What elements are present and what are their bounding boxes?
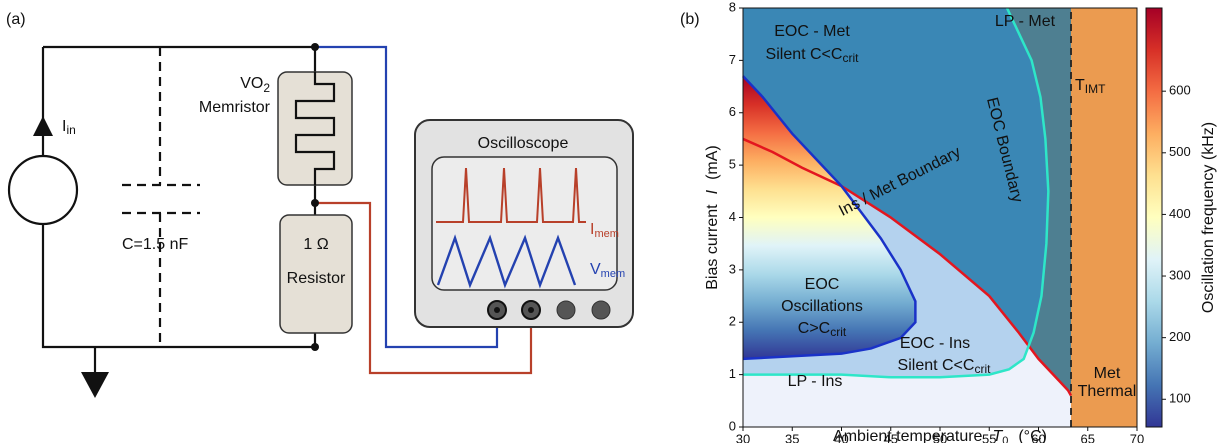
node (311, 43, 319, 51)
y-tick-label: 7 (729, 52, 736, 67)
memristor-label: VO2 (240, 75, 270, 95)
y-tick-label: 1 (729, 366, 736, 381)
resistor-label: Resistor (287, 270, 346, 287)
y-tick-label: 3 (729, 261, 736, 276)
y-tick-label: 2 (729, 314, 736, 329)
annotation: Met (1094, 365, 1121, 382)
y-tick-label: 0 (729, 418, 736, 433)
node (311, 199, 319, 207)
current-arrow (33, 116, 53, 136)
colorbar-label: Oscillation frequency (kHz) (1200, 122, 1217, 313)
capacitor-label: C=1.5 nF (122, 236, 188, 253)
colorbar-tick-label: 100 (1169, 391, 1191, 406)
wire (43, 47, 315, 347)
y-tick-label: 5 (729, 157, 736, 172)
annotation: EOC - Ins (900, 335, 970, 352)
current-source (9, 156, 77, 224)
resistor-label: 1 Ω (303, 236, 328, 253)
x-tick-label: 65 (1081, 431, 1095, 443)
y-axis-label: Bias currentI(mA) (704, 145, 721, 289)
capacitor (122, 47, 200, 347)
colorbar (1146, 8, 1162, 427)
panel-label: (a) (6, 11, 26, 28)
panel-label: (b) (680, 11, 700, 28)
source-label: Iin (62, 118, 76, 137)
node (311, 343, 319, 351)
colorbar-tick-label: 400 (1169, 206, 1191, 221)
colorbar-tick-label: 200 (1169, 329, 1191, 344)
memristor-label: Memristor (199, 99, 271, 116)
circuit-diagram: (a) Iin C=1.5 nF VO2 Memristor 1 Ω Resis… (6, 11, 633, 398)
colorbar-tick-label: 600 (1169, 83, 1191, 98)
colorbar-tick-label: 300 (1169, 267, 1191, 282)
y-tick-label: 4 (729, 209, 736, 224)
knob (494, 307, 500, 313)
knob (557, 301, 575, 319)
colorbar-tick-label: 500 (1169, 144, 1191, 159)
annotation: LP - Ins (788, 373, 843, 390)
ground (81, 372, 109, 398)
annotation: Thermal (1078, 383, 1137, 400)
x-tick-label: 70 (1130, 431, 1144, 443)
y-tick-label: 6 (729, 104, 736, 119)
knob (592, 301, 610, 319)
x-tick-label: 30 (736, 431, 750, 443)
annotation: EOC (805, 276, 840, 293)
region (1071, 8, 1137, 427)
y-tick-label: 8 (729, 0, 736, 14)
oscilloscope-title: Oscilloscope (478, 135, 569, 152)
annotation: EOC - Met (774, 23, 850, 40)
knob (528, 307, 534, 313)
x-tick-label: 35 (785, 431, 799, 443)
annotation: Oscillations (781, 298, 863, 315)
annotation: LP - Met (995, 13, 1056, 30)
figure: (a) Iin C=1.5 nF VO2 Memristor 1 Ω Resis… (0, 0, 1221, 443)
